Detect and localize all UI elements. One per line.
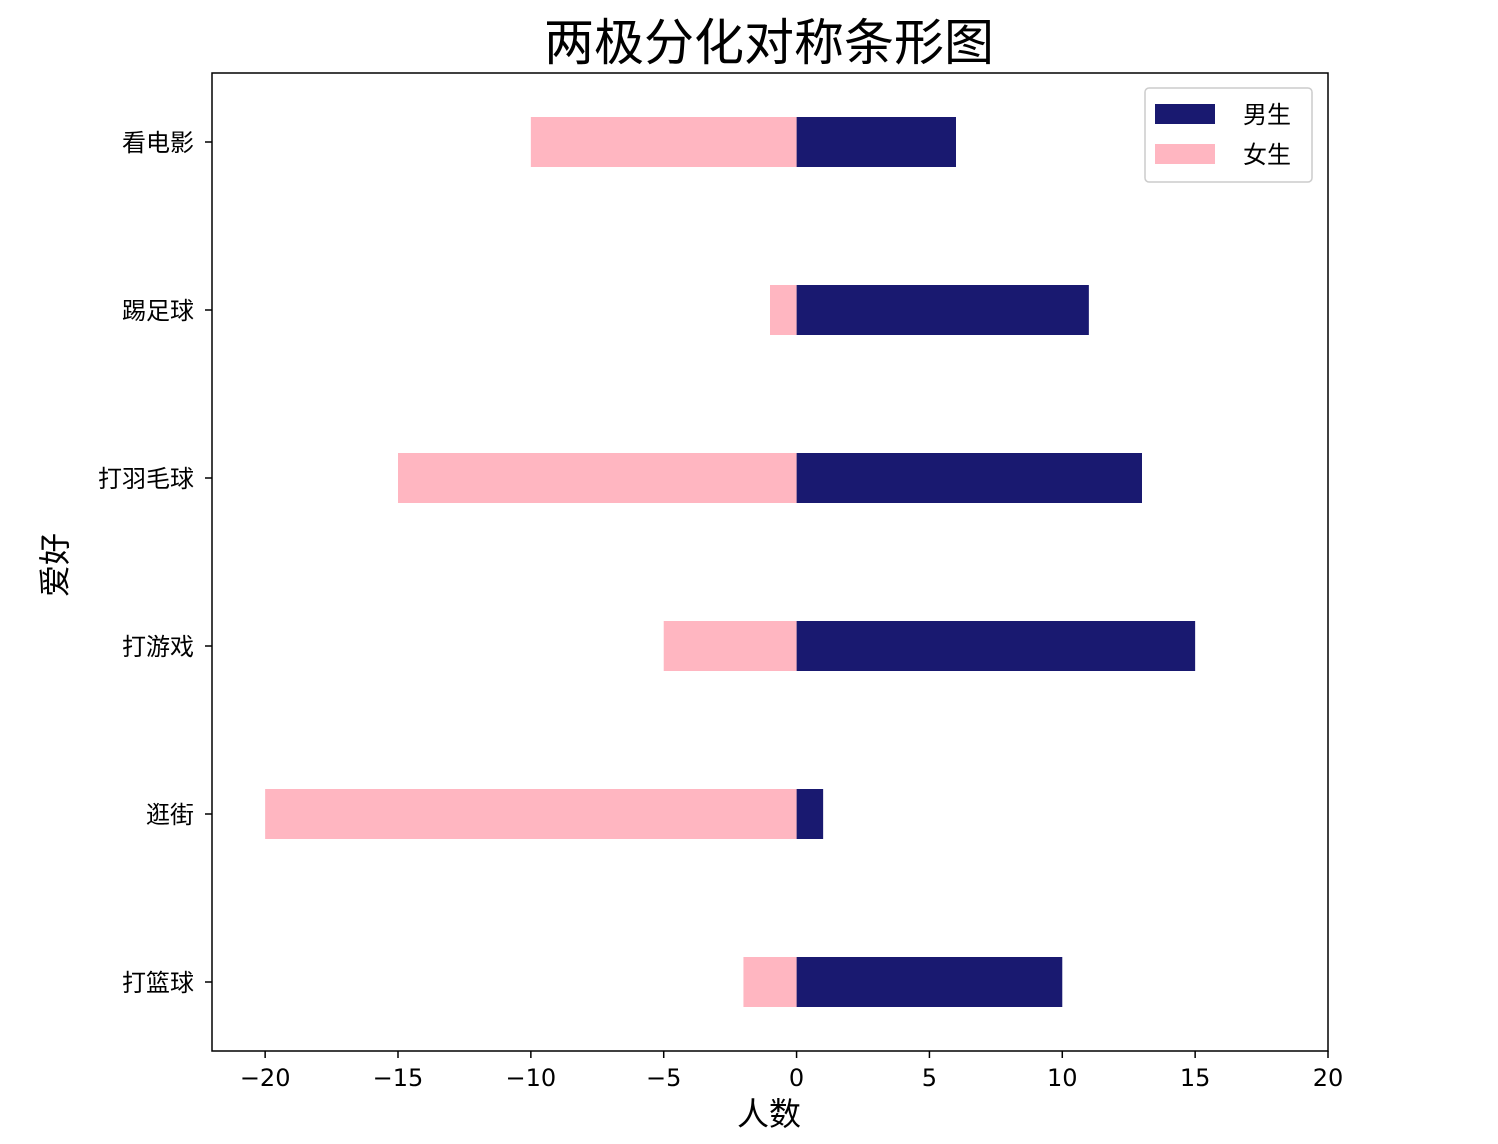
legend-label-male: 男生 [1243, 101, 1291, 129]
bar-male-3 [796, 621, 1196, 671]
bar-female-4 [265, 789, 797, 839]
x-axis: −20 −15 −10 −5 0 5 10 15 20 [240, 1051, 1343, 1092]
bar-female-3 [663, 621, 797, 671]
y-tick-label: 打篮球 [122, 969, 194, 997]
bar-male-0 [796, 117, 956, 167]
y-tick-label: 打羽毛球 [98, 465, 194, 493]
bar-male-4 [796, 789, 824, 839]
x-tick-label: −15 [373, 1064, 424, 1092]
x-tick-label: 15 [1180, 1064, 1211, 1092]
legend-swatch-female [1155, 144, 1215, 164]
y-tick-label: 打游戏 [122, 633, 194, 661]
x-tick-label: −20 [240, 1064, 291, 1092]
bar-female-2 [398, 453, 797, 503]
x-tick-label: 10 [1047, 1064, 1078, 1092]
x-tick-label: 5 [922, 1064, 937, 1092]
legend-swatch-male [1155, 104, 1215, 124]
y-tick-label: 踢足球 [122, 297, 194, 325]
y-axis-label: 爱好 [36, 533, 74, 597]
bar-male-2 [796, 453, 1142, 503]
legend: 男生 女生 [1144, 87, 1313, 183]
chart-title: 两极分化对称条形图 [544, 14, 994, 72]
bar-female-0 [530, 117, 797, 167]
bars-group [265, 117, 1196, 1007]
legend-label-female: 女生 [1243, 141, 1291, 169]
x-tick-label: 0 [789, 1064, 804, 1092]
y-tick-label: 看电影 [122, 129, 194, 157]
x-tick-label: 20 [1313, 1064, 1344, 1092]
plot-frame [211, 72, 1329, 1052]
bar-female-1 [770, 285, 797, 335]
bar-male-5 [796, 957, 1063, 1007]
bar-female-5 [743, 957, 797, 1007]
x-tick-label: −10 [506, 1064, 557, 1092]
x-axis-label: 人数 [737, 1095, 801, 1133]
y-tick-label: 逛街 [146, 801, 194, 829]
bar-male-1 [796, 285, 1089, 335]
x-tick-label: −5 [646, 1064, 681, 1092]
